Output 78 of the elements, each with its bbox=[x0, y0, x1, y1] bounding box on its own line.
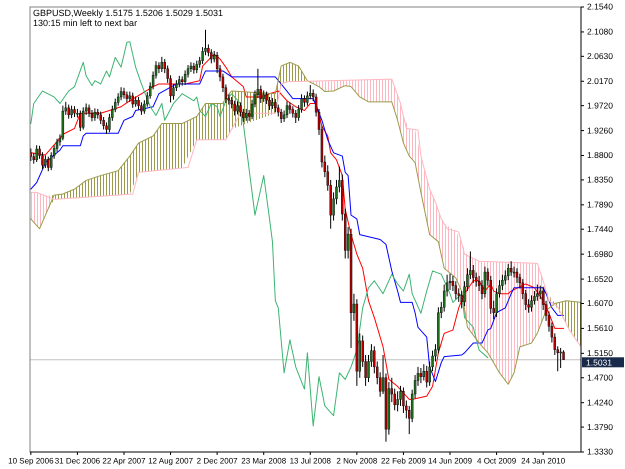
candlestick bbox=[233, 100, 236, 116]
y-tick-label: 2.0630 bbox=[587, 51, 614, 62]
y-tick-label: 1.8350 bbox=[587, 174, 614, 185]
candlestick bbox=[280, 108, 282, 124]
x-tick-label: 22 Feb 2009 bbox=[380, 456, 426, 466]
y-tick-label: 1.5150 bbox=[587, 348, 614, 358]
candlestick bbox=[559, 347, 562, 368]
candlestick bbox=[236, 100, 239, 115]
candlestick bbox=[94, 108, 96, 122]
x-tick-label: 2 Dec 2007 bbox=[196, 456, 238, 466]
candlestick bbox=[88, 104, 90, 118]
chart-title: GBPUSD,Weekly 1.5175 1.5206 1.5029 1.5031 bbox=[33, 8, 223, 18]
x-tick-label: 12 Aug 2007 bbox=[148, 456, 194, 466]
y-tick-label: 1.6980 bbox=[587, 248, 614, 259]
candlestick bbox=[288, 102, 292, 114]
x-tick-label: 24 Jan 2010 bbox=[521, 456, 566, 466]
y-tick-label: 2.0170 bbox=[587, 76, 614, 86]
y-tick-label: 1.4700 bbox=[587, 372, 614, 382]
x-tick-label: 31 Dec 2006 bbox=[54, 456, 101, 466]
candlestick bbox=[180, 76, 184, 86]
candlestick bbox=[420, 367, 422, 384]
candlestick bbox=[32, 152, 35, 164]
line-series bbox=[30, 41, 488, 426]
y-tick-label: 2.1540 bbox=[587, 2, 614, 12]
text: 130:15 min left to next bar bbox=[33, 18, 138, 28]
y-tick-label: 1.9260 bbox=[587, 125, 614, 136]
candlestick bbox=[530, 294, 533, 312]
candlestick bbox=[294, 109, 297, 124]
candlestick bbox=[460, 290, 463, 309]
candlestick bbox=[70, 105, 73, 119]
y-tick-label: 1.3330 bbox=[587, 446, 614, 457]
candlestick bbox=[134, 96, 137, 108]
candlestick bbox=[510, 260, 512, 276]
candlestick bbox=[79, 110, 82, 132]
y-tick-label: 1.8800 bbox=[587, 150, 614, 160]
y-tick-label: 1.3790 bbox=[587, 422, 614, 432]
candlestick bbox=[274, 98, 277, 113]
candlestick bbox=[47, 156, 50, 172]
candlestick bbox=[158, 62, 160, 74]
candlestick bbox=[303, 94, 306, 108]
candlestick bbox=[286, 100, 288, 119]
ref-line-label: 1.5031 bbox=[586, 357, 612, 368]
candlestick bbox=[192, 62, 196, 74]
y-tick-label: 1.7890 bbox=[587, 200, 614, 210]
y-tick-label: 1.4240 bbox=[587, 397, 614, 408]
candlestick bbox=[82, 106, 84, 130]
x-tick-label: 22 Apr 2007 bbox=[102, 456, 146, 466]
candlestick bbox=[196, 60, 198, 74]
candlestick bbox=[245, 108, 248, 122]
candlestick bbox=[271, 98, 274, 110]
candlestick bbox=[484, 266, 486, 298]
y-tick-label: 2.1080 bbox=[587, 26, 614, 37]
candlestick bbox=[536, 284, 539, 302]
x-tick-label: 23 Mar 2008 bbox=[241, 456, 287, 466]
candlestick bbox=[507, 263, 510, 281]
y-tick-label: 1.5610 bbox=[587, 323, 614, 334]
candlestick bbox=[122, 87, 126, 100]
line-series bbox=[30, 78, 581, 348]
x-tick-label: 10 Sep 2006 bbox=[8, 456, 54, 466]
y-tick-label: 1.9720 bbox=[587, 100, 614, 110]
candlestick bbox=[73, 106, 76, 118]
x-tick-label: 2 Nov 2008 bbox=[336, 456, 378, 466]
candlestick bbox=[178, 75, 181, 88]
candlestick bbox=[67, 104, 70, 120]
x-tick-label: 14 Jun 2009 bbox=[428, 456, 473, 466]
candlestick bbox=[126, 91, 128, 103]
x-tick-label: 13 Jul 2008 bbox=[290, 456, 332, 466]
candlestick bbox=[35, 144, 38, 163]
candlestick bbox=[131, 92, 134, 108]
candlestick bbox=[262, 90, 265, 102]
y-tick-label: 1.6070 bbox=[587, 298, 614, 308]
candlestick bbox=[160, 56, 164, 73]
candlestick bbox=[210, 48, 213, 64]
y-tick-label: 1.6520 bbox=[587, 274, 614, 284]
x-tick-label: 4 Oct 2009 bbox=[477, 456, 517, 466]
candlestick bbox=[426, 365, 428, 388]
candlestick bbox=[44, 155, 47, 168]
y-tick-label: 1.7440 bbox=[587, 224, 614, 234]
